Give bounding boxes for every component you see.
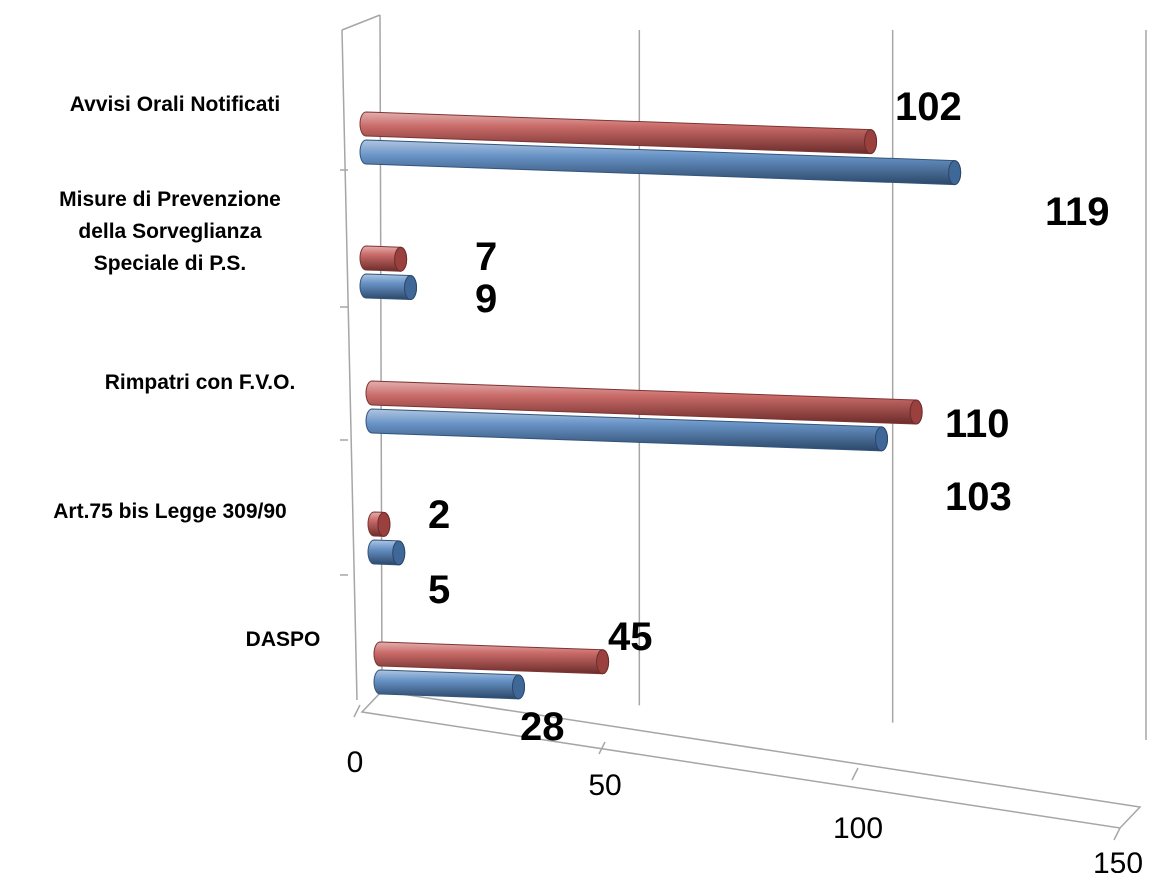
data-label: 110 xyxy=(945,402,1010,446)
bar-end-cap xyxy=(864,129,878,155)
category-label: Art.75 bis Legge 309/90 xyxy=(10,496,330,528)
category-label-line: della Sorveglianza xyxy=(78,220,262,243)
x-tick-label: 0 xyxy=(347,746,364,779)
bar xyxy=(373,669,526,700)
left-wall-front-edge xyxy=(341,29,358,701)
category-label: Misure di Prevenzione della Sorveglianza S… xyxy=(10,184,330,280)
bar-end-cap xyxy=(377,511,391,537)
category-label-line: Speciale di P.S. xyxy=(93,252,247,275)
bar xyxy=(373,641,610,675)
data-label: 102 xyxy=(895,85,962,129)
data-label: 28 xyxy=(520,705,565,749)
x-tick xyxy=(851,767,859,781)
left-wall-top-edge xyxy=(341,14,381,31)
bar-end-cap xyxy=(394,246,408,272)
data-label: 7 xyxy=(475,235,497,279)
data-label: 5 xyxy=(428,568,450,612)
x-tick-label: 100 xyxy=(833,812,883,845)
x-tick-label: 50 xyxy=(588,769,621,802)
data-label: 103 xyxy=(945,475,1012,519)
bar-end-cap xyxy=(875,426,889,452)
x-tick xyxy=(353,704,361,718)
category-label-line: Misure di Prevenzione xyxy=(59,188,281,211)
bar-end-cap xyxy=(392,540,406,566)
data-label: 45 xyxy=(608,615,653,659)
bar-end-cap xyxy=(404,275,418,301)
x-tick-label: 150 xyxy=(1093,847,1143,873)
category-label: DASPO xyxy=(123,624,443,656)
category-label-line: DASPO xyxy=(245,628,321,651)
bar-end-cap xyxy=(512,674,526,700)
category-label-line: Avvisi Orali Notificati xyxy=(69,93,281,116)
data-label: 119 xyxy=(1045,190,1110,234)
bar-end-cap xyxy=(909,399,923,425)
x-tick xyxy=(1113,827,1121,841)
bar-end-cap xyxy=(948,160,962,186)
data-label: 2 xyxy=(428,493,450,537)
x-tick xyxy=(598,741,606,755)
category-label-line: Art.75 bis Legge 309/90 xyxy=(53,500,287,523)
category-label: Avvisi Orali Notificati xyxy=(15,89,335,121)
category-label: Rimpatri con F.V.O. xyxy=(40,367,360,399)
data-label: 9 xyxy=(475,277,497,321)
bar-end-cap xyxy=(596,649,610,675)
category-label-line: Rimpatri con F.V.O. xyxy=(104,371,296,394)
chart-floor xyxy=(360,690,1142,829)
